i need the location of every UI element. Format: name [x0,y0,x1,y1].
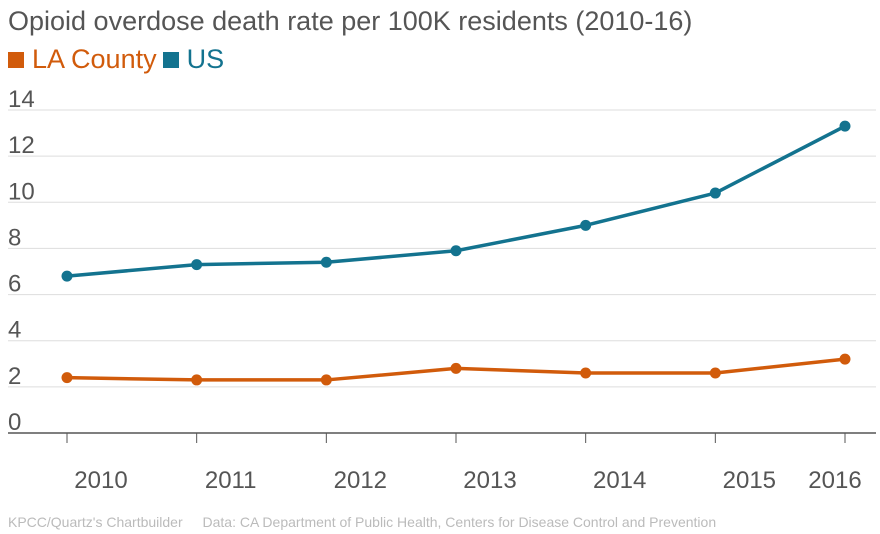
y-tick-label: 6 [8,271,21,298]
data-point-la-county-2013 [450,362,462,374]
data-point-us-2010 [61,270,73,282]
footer-source: Data: CA Department of Public Health, Ce… [202,514,717,530]
y-tick-label: 8 [8,224,21,251]
data-point-la-county-2011 [191,374,203,386]
x-tick-label: 2014 [593,467,646,494]
data-point-us-2011 [191,259,203,271]
legend: LA County US [8,44,230,75]
y-tick-label: 0 [8,409,21,436]
x-tick-label: 2010 [74,467,127,494]
data-point-us-2012 [320,256,332,268]
legend-label-la-county: LA County [32,44,157,74]
data-point-la-county-2016 [839,353,851,365]
data-point-us-2016 [839,120,851,132]
data-point-us-2014 [580,219,592,231]
footer: KPCC/Quartz's Chartbuilder Data: CA Depa… [8,514,716,530]
x-tick-label: 2016 [808,467,861,494]
data-point-us-2013 [450,245,462,257]
chart-title: Opioid overdose death rate per 100K resi… [8,6,693,36]
y-tick-label: 2 [8,363,21,390]
x-tick-label: 2011 [205,467,257,494]
legend-label-us: US [186,44,225,74]
data-point-us-2015 [709,187,721,199]
legend-item-us: US [162,44,225,75]
legend-item-la-county: LA County [8,44,157,75]
data-point-la-county-2010 [61,372,73,384]
y-tick-label: 12 [8,132,35,159]
x-tick-label: 2012 [334,467,387,494]
data-point-la-county-2014 [580,367,592,379]
y-tick-label: 4 [8,317,21,344]
data-point-la-county-2012 [320,374,332,386]
legend-swatch-us [162,51,179,68]
footer-credit: KPCC/Quartz's Chartbuilder [8,514,183,530]
x-tick-label: 2015 [723,467,776,494]
y-tick-label: 14 [8,86,35,113]
y-tick-label: 10 [8,178,35,205]
x-tick-label: 2013 [463,467,516,494]
data-point-la-county-2015 [709,367,721,379]
legend-swatch-la-county [8,51,24,68]
